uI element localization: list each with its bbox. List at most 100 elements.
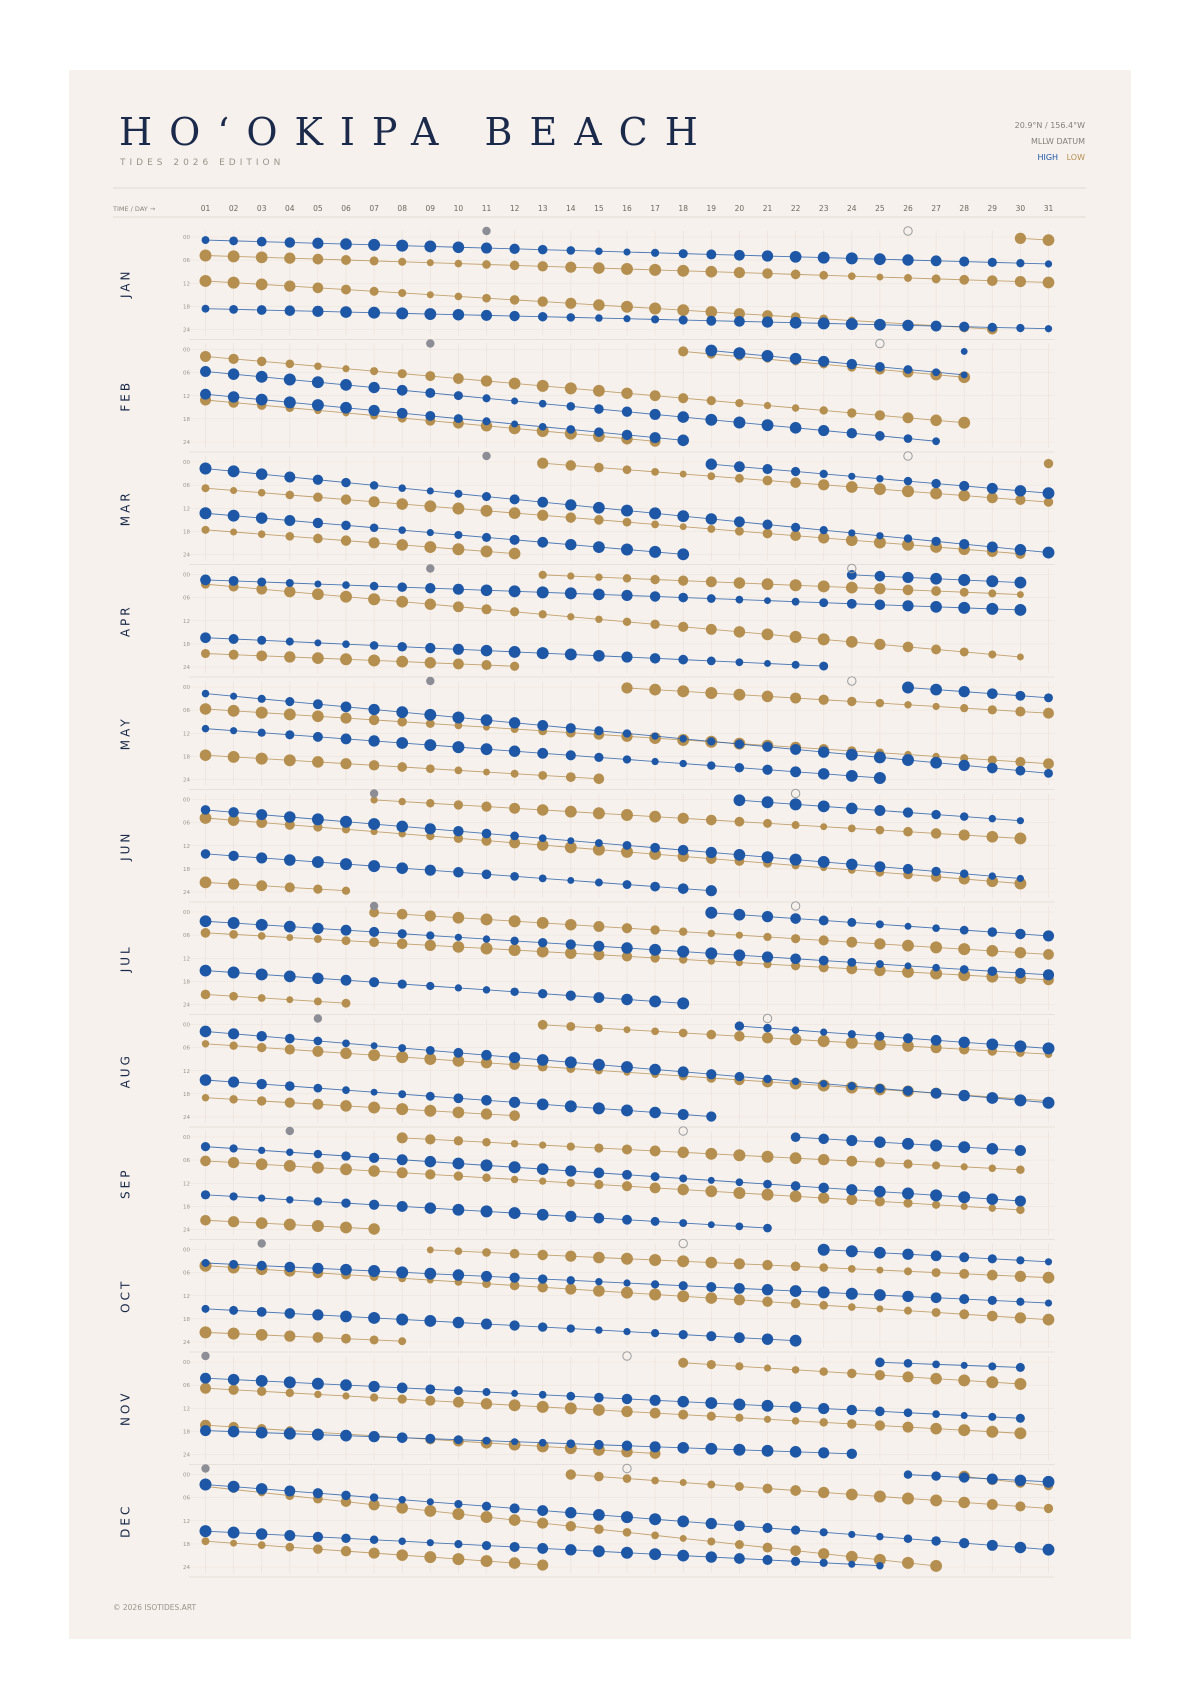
low-tide-point [678, 1357, 689, 1368]
low-tide-point [257, 530, 266, 538]
low-tide-point [874, 938, 886, 950]
high-tide-point [200, 1372, 211, 1384]
new-moon-marker [482, 451, 491, 461]
low-tide-point [397, 369, 407, 379]
high-tide-point [623, 1327, 631, 1336]
high-tide-point [1042, 969, 1055, 981]
low-tide-point [818, 694, 829, 705]
low-tide-point [283, 1159, 296, 1172]
high-tide-point [256, 852, 268, 864]
high-tide-point [848, 1530, 856, 1539]
high-tide-point [930, 756, 942, 769]
low-tide-point [874, 1420, 886, 1431]
high-tide-point [256, 1260, 267, 1271]
low-tide-point [734, 1482, 744, 1492]
low-tide-point [452, 1507, 465, 1520]
high-tide-point [565, 1507, 577, 1519]
low-tide-point [679, 1534, 687, 1542]
high-tide-point [930, 601, 942, 613]
high-tide-point [733, 1398, 746, 1411]
low-tide-point [564, 382, 577, 395]
high-tide-point [817, 856, 830, 868]
high-tide-point [424, 864, 436, 876]
high-tide-point [932, 963, 940, 972]
low-tide-point [678, 393, 689, 404]
high-tide-point [621, 504, 633, 517]
high-tide-point [426, 931, 435, 940]
low-tide-point [284, 1097, 295, 1108]
high-tide-point [651, 757, 659, 766]
high-tide-point [958, 686, 970, 698]
low-tide-point [930, 967, 943, 980]
high-tide-point [847, 917, 857, 927]
low-tide-point [650, 619, 660, 630]
low-tide-point [537, 1019, 548, 1030]
high-tide-point [566, 425, 576, 434]
high-tide-point [790, 1132, 801, 1143]
low-tide-point [227, 814, 240, 826]
high-tide-point [677, 844, 689, 856]
high-tide-point [903, 434, 913, 443]
low-tide-point [705, 265, 718, 278]
low-tide-point [902, 1040, 914, 1052]
low-tide-line [570, 1474, 1049, 1509]
low-tide-point [312, 253, 324, 265]
high-tide-point [199, 1025, 212, 1038]
new-moon-marker [426, 339, 435, 348]
hour-tick-label: 18 [183, 304, 190, 310]
high-tide-point [650, 1216, 660, 1226]
high-tide-point [565, 723, 576, 734]
low-tide-point [649, 1288, 662, 1301]
high-tide-point [987, 257, 997, 267]
high-tide-point [396, 737, 409, 749]
hour-tick-label: 06 [183, 821, 190, 827]
high-tide-point [677, 945, 690, 958]
high-tide-point [902, 681, 914, 694]
high-tide-point [228, 634, 239, 644]
low-tide-point [705, 814, 717, 826]
high-tide-point [845, 1287, 858, 1300]
high-tide-point [960, 1412, 968, 1419]
high-tide-point [622, 880, 632, 889]
high-tide-point [817, 746, 830, 758]
high-tide-point [903, 476, 913, 486]
low-tide-point [228, 353, 239, 365]
low-tide-point [340, 590, 352, 603]
day-tick-label: 07 [369, 204, 379, 213]
high-tide-point [1015, 967, 1026, 979]
high-tide-point [340, 733, 352, 745]
high-tide-point [734, 249, 745, 261]
new-moon-marker [313, 1014, 323, 1023]
low-tide-point [255, 706, 268, 719]
high-tide-point [369, 926, 380, 938]
high-tide-point [536, 1163, 549, 1175]
low-tide-point [789, 1033, 802, 1046]
low-tide-point [818, 532, 830, 544]
low-tide-point [733, 1294, 745, 1306]
high-tide-point [707, 761, 716, 770]
high-tide-point [791, 597, 800, 606]
high-tide-point [705, 1517, 717, 1530]
low-tide-point [762, 1542, 773, 1553]
high-tide-point [930, 255, 942, 267]
high-tide-point [734, 739, 745, 749]
high-tide-point [425, 582, 436, 594]
low-tide-point [622, 574, 632, 583]
low-tide-point [313, 533, 323, 544]
high-tide-point [453, 1386, 463, 1396]
high-tide-point [228, 575, 239, 586]
high-tide-point [790, 522, 801, 532]
low-tide-point [845, 534, 858, 547]
low-tide-point [341, 998, 351, 1008]
high-tide-point [201, 724, 210, 733]
low-tide-point [314, 362, 322, 371]
hour-tick-label: 24 [183, 890, 190, 896]
low-tide-point [1042, 276, 1055, 289]
high-tide-point [705, 906, 718, 919]
high-tide-point [229, 1192, 238, 1201]
high-tide-point [565, 1544, 577, 1556]
high-tide-point [986, 762, 998, 774]
high-tide-point [228, 1028, 240, 1040]
high-tide-point [762, 1554, 773, 1565]
low-tide-point [593, 299, 605, 311]
